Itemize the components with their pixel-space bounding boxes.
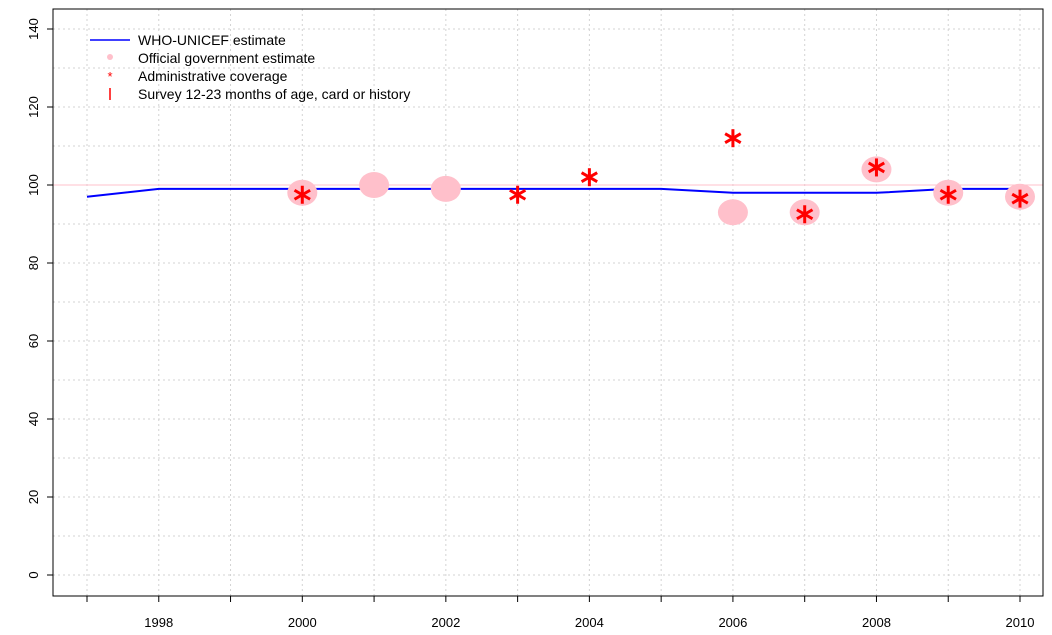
plot-frame	[52, 8, 1044, 597]
asterisk-stroke	[509, 188, 527, 201]
legend-label: WHO-UNICEF estimate	[138, 32, 286, 48]
x-tick-label: 2004	[575, 615, 604, 630]
x-tick-label: 2006	[718, 615, 747, 630]
y-tick-label: 100	[26, 174, 41, 196]
administrative-coverage-point	[580, 168, 598, 187]
y-tick-label: 120	[26, 96, 41, 118]
asterisk-stroke	[796, 208, 814, 221]
official-estimate-point	[717, 199, 748, 226]
y-tick-label: 20	[26, 490, 41, 504]
y-tick-label: 60	[26, 334, 41, 348]
legend-swatch-dot	[107, 54, 113, 60]
administrative-coverage-point	[867, 158, 886, 177]
x-tick-label: 1998	[144, 615, 173, 630]
administrative-coverage-point	[939, 185, 957, 204]
administrative-coverage-point	[293, 185, 311, 204]
x-tick-label: 2008	[862, 615, 891, 630]
administrative-coverage-point	[724, 129, 742, 148]
asterisk-stroke	[293, 188, 311, 201]
legend-swatch-asterisk: *	[107, 69, 112, 84]
x-tick-label: 2000	[288, 615, 317, 630]
legend-label: Survey 12-23 months of age, card or hist…	[138, 86, 410, 102]
asterisk-stroke	[1011, 192, 1029, 205]
official-estimate-point	[359, 172, 390, 198]
y-tick-label: 0	[26, 571, 41, 578]
administrative-coverage-point	[1011, 189, 1029, 208]
x-tick-label: 2002	[431, 615, 460, 630]
legend-label: Administrative coverage	[138, 68, 288, 84]
legend-label: Official government estimate	[138, 50, 315, 66]
administrative-coverage-point	[796, 205, 814, 224]
x-tick-label: 2010	[1006, 615, 1035, 630]
asterisk-stroke	[724, 132, 742, 144]
y-tick-label: 140	[26, 18, 41, 40]
legend-item: Survey 12-23 months of age, card or hist…	[109, 86, 410, 102]
y-tick-label: 80	[26, 256, 41, 270]
legend-item: Official government estimate	[107, 50, 315, 66]
who-unicef-estimate-line	[86, 187, 1020, 198]
asterisk-stroke	[867, 161, 886, 174]
asterisk-stroke	[939, 188, 957, 201]
legend: WHO-UNICEF estimate Official government e…	[90, 32, 410, 102]
y-tick-label: 40	[26, 412, 41, 426]
legend-item: WHO-UNICEF estimate	[90, 32, 286, 48]
series-group	[86, 129, 1035, 226]
asterisk-stroke	[580, 171, 598, 183]
administrative-coverage-point	[509, 185, 527, 204]
legend-item: * Administrative coverage	[107, 68, 287, 84]
axes-group: 1998 2000 2002 2004 2006 2008 2010 0 20 40 60 80 100…	[26, 18, 1034, 630]
official-estimate-point	[430, 175, 461, 202]
